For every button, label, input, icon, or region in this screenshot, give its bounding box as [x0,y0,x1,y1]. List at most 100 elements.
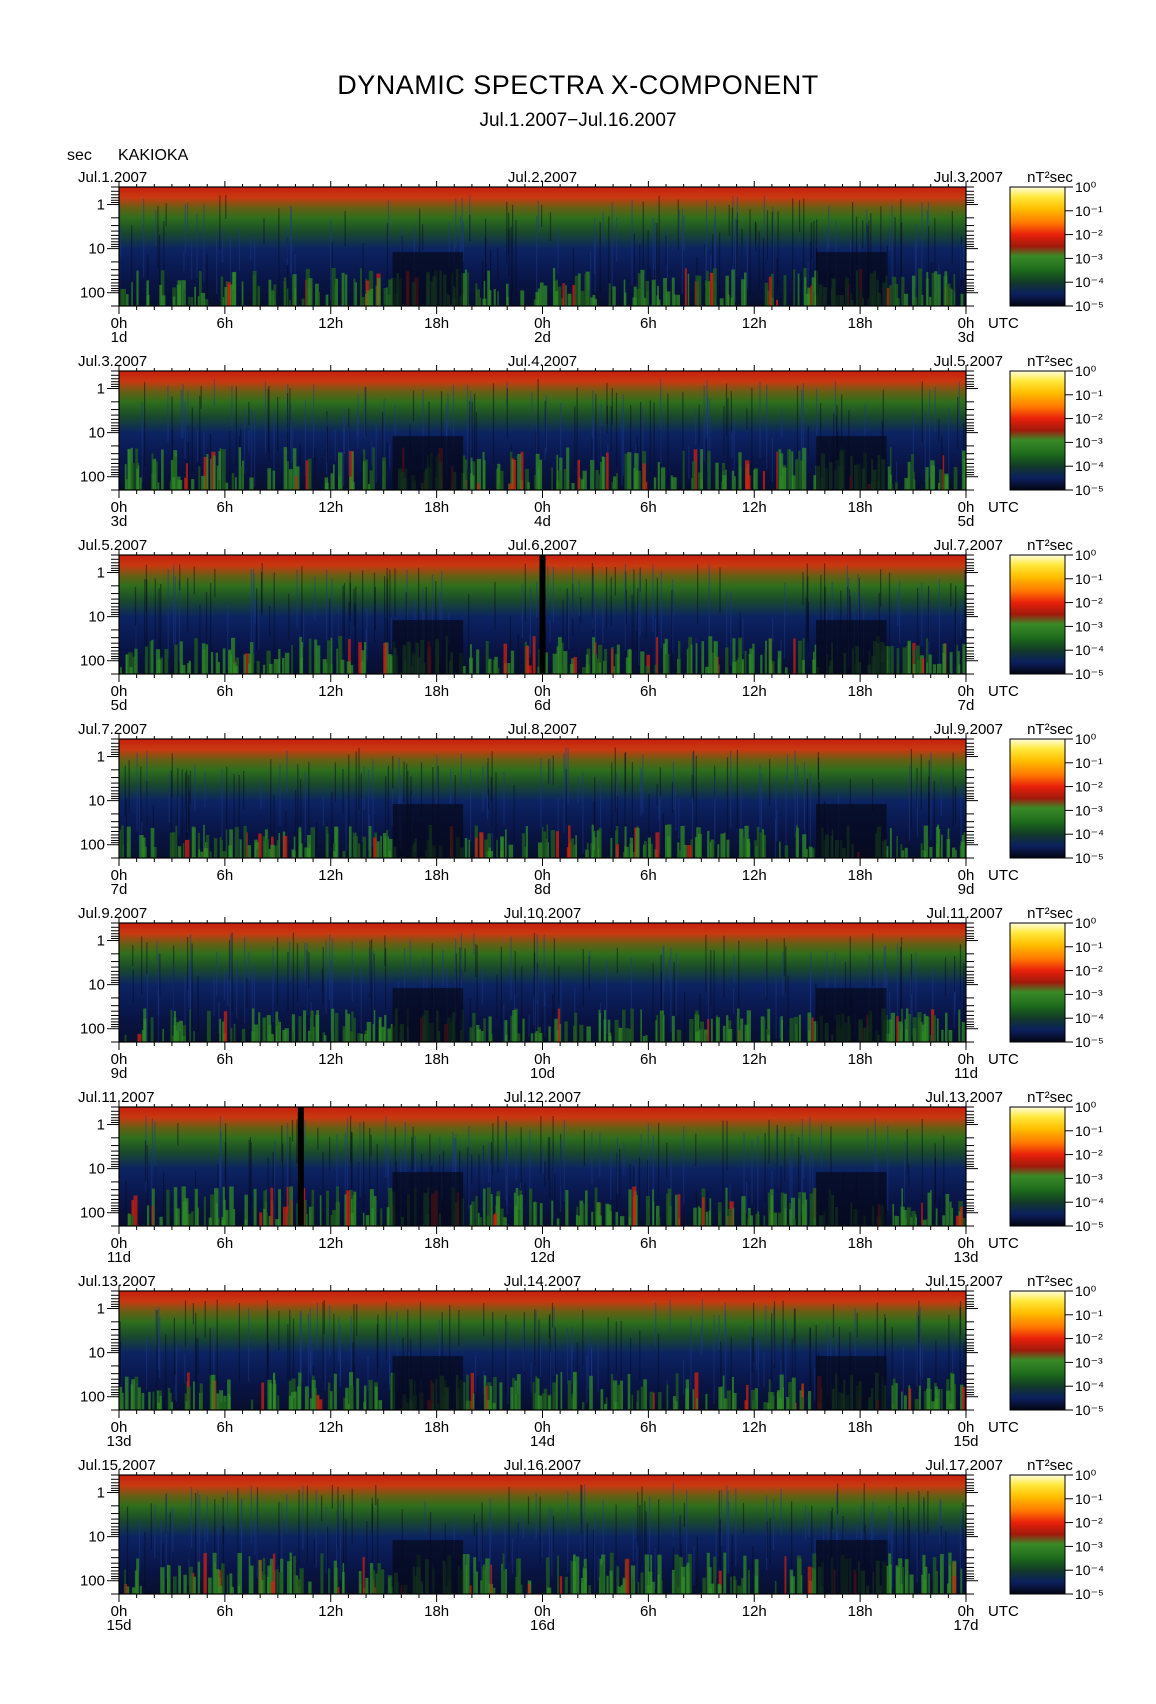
activity-streak [956,644,959,674]
activity-streak [656,637,659,674]
activity-streak [562,283,565,306]
activity-streak [902,647,907,674]
noise-streak [900,937,903,1022]
noise-streak [476,945,478,1012]
activity-streak [224,287,228,306]
activity-streak [557,637,562,674]
noise-streak [248,401,250,426]
noise-streak [282,1143,284,1196]
noise-streak [146,750,148,817]
activity-streak [723,1398,728,1410]
noise-streak [497,1116,499,1174]
activity-streak [251,1008,255,1042]
noise-streak [672,1483,674,1548]
noise-streak [254,599,256,624]
activity-streak [613,476,617,490]
x-tick-label: 12h [742,1235,767,1252]
x-tick-label: 0h [111,1235,128,1252]
colorbar-gradient [1009,186,1066,307]
activity-streak [924,1391,926,1410]
noise-streak [759,763,761,831]
activity-streak [136,1558,139,1594]
noise-streak [544,400,546,448]
x-tick-label: 18h [424,1603,449,1620]
panel-start-date: Jul.1.2007 [78,169,147,186]
activity-streak [910,454,914,490]
activity-streak [170,1009,173,1042]
activity-streak [584,274,588,306]
noise-streak [240,1498,243,1566]
activity-streak [660,1580,663,1594]
x-tick-label: 0h [534,1235,551,1252]
activity-streak [930,1189,932,1226]
noise-streak [888,572,891,663]
noise-streak [631,595,633,672]
noise-streak [375,424,377,483]
noise-streak [189,770,191,804]
activity-streak [225,829,228,858]
noise-streak [452,384,455,449]
activity-streak [273,284,277,306]
activity-streak [779,1374,784,1410]
activity-streak [929,296,932,306]
activity-streak [363,1385,367,1410]
noise-streak [278,208,280,296]
x-tick-label: 18h [848,1051,873,1068]
activity-streak [922,1219,927,1226]
noise-streak [948,1314,950,1384]
activity-streak [736,1016,739,1042]
noise-streak [321,968,323,992]
activity-streak [243,654,246,674]
colorbar-tick-label: 10⁻⁴ [1075,274,1104,290]
activity-streak [911,1210,916,1226]
activity-streak [121,1392,124,1410]
activity-streak [120,289,124,306]
activity-streak [556,454,559,490]
noise-streak [490,1163,492,1203]
noise-streak [184,204,186,254]
noise-streak [952,1329,954,1405]
noise-streak [544,991,546,1037]
noise-streak [220,1130,222,1218]
noise-streak [751,1336,753,1374]
noise-streak [389,1315,391,1391]
noise-streak [213,977,215,1017]
noise-streak [727,397,729,478]
activity-streak [912,480,916,490]
activity-streak [785,667,788,674]
noise-streak [599,221,601,293]
activity-streak [574,1012,578,1042]
activity-streak [699,1208,702,1226]
noise-streak [203,203,205,283]
noise-streak [896,943,899,1031]
activity-streak [157,482,160,490]
noise-streak [963,963,965,1034]
noise-streak [645,578,647,639]
noise-streak [351,1488,353,1545]
noise-streak [157,988,159,1015]
noise-streak [769,1518,771,1564]
noise-streak [891,1511,893,1588]
noise-streak [759,381,761,459]
noise-streak [316,1302,318,1350]
activity-streak [372,447,375,490]
activity-streak [727,1029,733,1042]
activity-streak [248,653,252,674]
noise-streak [386,223,389,286]
noise-streak [469,401,471,469]
noise-streak [938,419,940,442]
activity-streak [960,1206,963,1226]
noise-streak [286,228,288,265]
activity-streak [741,1196,746,1226]
activity-streak [228,845,233,858]
activity-streak [193,1576,196,1594]
activity-streak [713,1556,717,1594]
spectrogram-activity [120,252,964,306]
panel-start-date: Jul.5.2007 [78,537,147,554]
quiet-window [392,988,464,1042]
activity-streak [643,297,647,306]
activity-streak [346,661,351,674]
